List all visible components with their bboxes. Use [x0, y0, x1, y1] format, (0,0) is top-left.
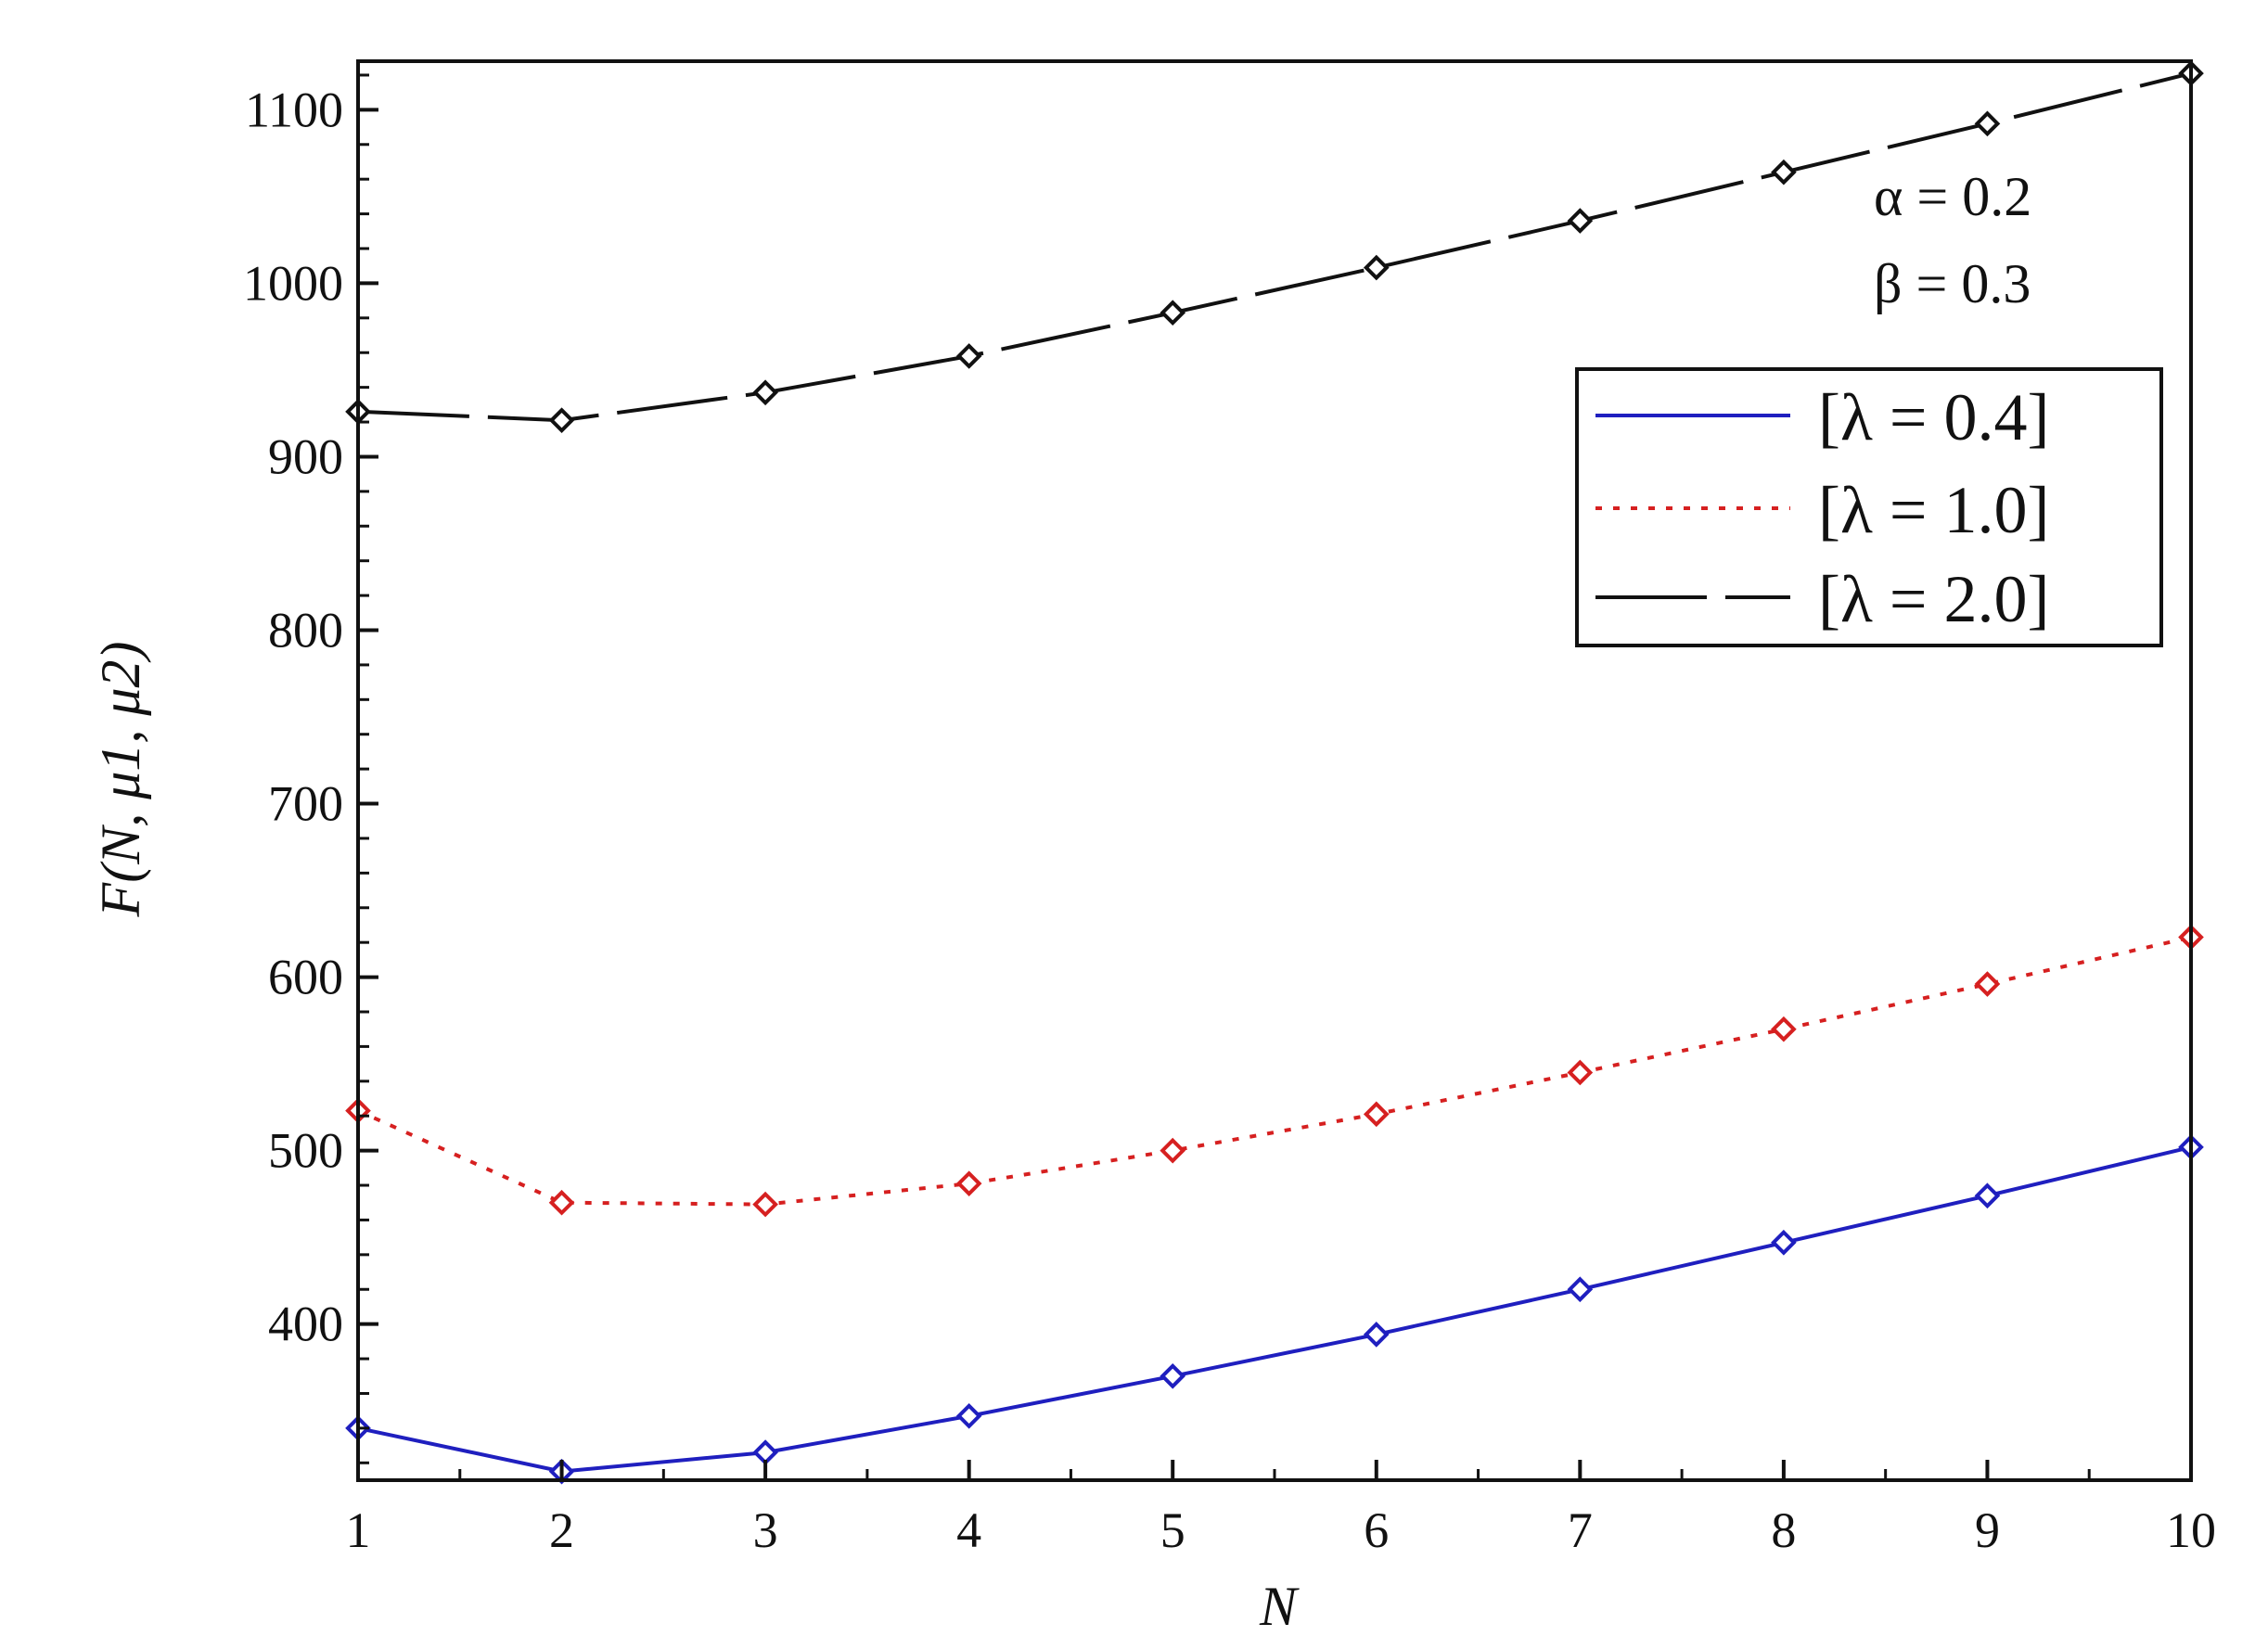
- x-tick-label: 1: [346, 1502, 371, 1558]
- series-0-point: [1363, 1322, 1390, 1348]
- series-0-point: [955, 1402, 982, 1429]
- x-tick-label: 2: [549, 1502, 574, 1558]
- x-tick-label: 10: [2166, 1502, 2216, 1558]
- series-line-2: [357, 71, 2192, 423]
- plot-area: [345, 60, 2204, 1485]
- y-tick-label: 600: [268, 950, 343, 1005]
- legend-label-lambda-0-4: [λ = 0.4]: [1818, 380, 2049, 454]
- series-2-point: [548, 407, 575, 434]
- annotation-beta: β = 0.3: [1874, 253, 2031, 314]
- y-tick-label: 1100: [245, 82, 343, 137]
- x-tick-label: 5: [1160, 1502, 1185, 1558]
- y-tick-label: 700: [268, 776, 343, 832]
- series-1-point: [548, 1189, 575, 1216]
- series-1-point: [1363, 1101, 1390, 1128]
- legend-label-lambda-1-0: [λ = 1.0]: [1818, 473, 2049, 547]
- legend: [λ = 0.4] [λ = 1.0] [λ = 2.0]: [1575, 367, 2163, 647]
- series-1-point: [752, 1191, 778, 1218]
- series-2-point: [1160, 300, 1186, 326]
- legend-label-lambda-2-0: [λ = 2.0]: [1818, 562, 2049, 636]
- series-2-point: [955, 343, 982, 369]
- series-2-point: [1363, 254, 1390, 281]
- series-1-point: [955, 1170, 982, 1196]
- series-2-point: [752, 379, 778, 406]
- x-axis-title: N: [1259, 1576, 1300, 1636]
- x-tick-label: 3: [753, 1502, 778, 1558]
- series-0-point: [1771, 1229, 1797, 1256]
- axes: 1 2 3 4 5 6 7 8 9 10 400 500 600 700 800 900 1000 1100: [243, 59, 2216, 1558]
- series-1-point: [1771, 1016, 1797, 1042]
- y-axis-title: F(N, μ1, μ2): [90, 642, 151, 918]
- x-tick-label: 6: [1364, 1502, 1389, 1558]
- x-tick-label: 7: [1568, 1502, 1593, 1558]
- series-0-point: [1974, 1182, 2001, 1209]
- series-0-point: [1567, 1276, 1594, 1303]
- series-1-point: [1160, 1137, 1186, 1164]
- x-tick-label: 9: [1975, 1502, 2000, 1558]
- annotation-alpha: α = 0.2: [1874, 166, 2031, 227]
- series-2-point: [1567, 208, 1594, 234]
- series-line-0: [357, 1144, 2192, 1474]
- series-2-point: [1771, 159, 1797, 185]
- series-0-point: [1160, 1362, 1186, 1389]
- y-tick-label: 800: [268, 602, 343, 658]
- x-tick-label: 8: [1771, 1502, 1796, 1558]
- y-tick-label: 900: [268, 428, 343, 484]
- y-tick-label: 1000: [243, 255, 343, 311]
- series-1-point: [1974, 971, 2001, 997]
- x-tick-label: 4: [956, 1502, 981, 1558]
- series-1-point: [1567, 1059, 1594, 1086]
- y-tick-label: 500: [268, 1123, 343, 1179]
- y-tick-label: 400: [268, 1297, 343, 1352]
- series-2-point: [1974, 110, 2001, 137]
